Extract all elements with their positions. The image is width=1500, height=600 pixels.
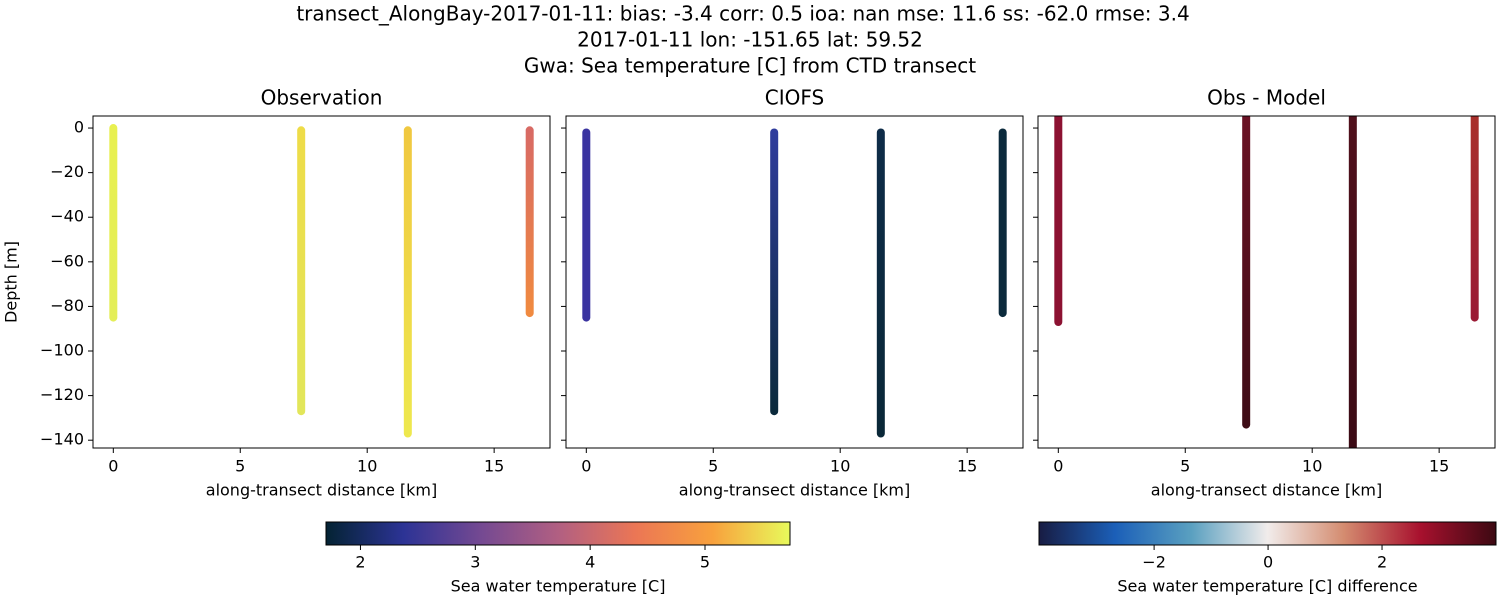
colorbar-tick-label: 2 — [1377, 553, 1387, 572]
colorbar — [1038, 521, 1497, 546]
y-tick-label: −60 — [50, 251, 84, 270]
x-tick-label: 15 — [1429, 457, 1449, 476]
x-tick-label: 15 — [484, 457, 504, 476]
plot-area — [1054, 116, 1479, 448]
plot-area — [582, 128, 1007, 438]
y-tick-label: −140 — [40, 430, 84, 449]
suptitle: transect_AlongBay-2017-01-11: bias: -3.4… — [296, 2, 1189, 26]
axes-frame — [92, 115, 551, 449]
y-axis-label: Depth [m] — [2, 241, 21, 323]
y-tick-label: −40 — [50, 207, 84, 226]
colorbar — [325, 521, 791, 546]
colorbar-tick-label: 0 — [1263, 553, 1273, 572]
colorbar-tick-label: 5 — [700, 553, 710, 572]
x-tick-label: 15 — [957, 457, 977, 476]
panel-title: Observation — [261, 86, 383, 110]
x-tick-label: 0 — [581, 457, 591, 476]
colorbar-label: Sea water temperature [C] — [451, 577, 666, 596]
axes-frame — [1037, 115, 1496, 449]
x-tick-label: 0 — [108, 457, 118, 476]
x-tick-label: 5 — [1180, 457, 1190, 476]
y-tick-label: 0 — [74, 118, 84, 137]
x-axis-label: along-transect distance [km] — [1151, 481, 1382, 500]
y-tick-label: −100 — [40, 341, 84, 360]
y-tick-label: −80 — [50, 296, 84, 315]
panel-title: Obs - Model — [1207, 86, 1326, 110]
colorbar-tick-label: 4 — [585, 553, 595, 572]
x-tick-label: 10 — [830, 457, 850, 476]
colorbar-tick-label: 3 — [470, 553, 480, 572]
suptitle: 2017-01-11 lon: -151.65 lat: 59.52 — [577, 28, 923, 52]
colorbar-label: Sea water temperature [C] difference — [1117, 577, 1417, 596]
panel-title: CIOFS — [765, 86, 824, 110]
x-tick-label: 5 — [235, 457, 245, 476]
x-tick-label: 0 — [1053, 457, 1063, 476]
x-tick-label: 10 — [1302, 457, 1322, 476]
y-tick-label: −120 — [40, 385, 84, 404]
x-axis-label: along-transect distance [km] — [679, 481, 910, 500]
colorbar-tick-label: 2 — [355, 553, 365, 572]
x-tick-label: 5 — [708, 457, 718, 476]
plot-area — [109, 124, 534, 438]
axes-frame — [565, 115, 1024, 449]
colorbar-tick-label: −2 — [1142, 553, 1166, 572]
x-axis-label: along-transect distance [km] — [206, 481, 437, 500]
suptitle: Gwa: Sea temperature [C] from CTD transe… — [524, 54, 976, 78]
y-tick-label: −20 — [50, 162, 84, 181]
x-tick-label: 10 — [357, 457, 377, 476]
